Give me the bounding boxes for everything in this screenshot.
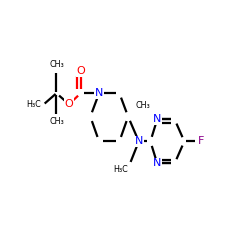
Text: O: O [65, 99, 74, 109]
Text: H₃C: H₃C [113, 165, 128, 174]
Text: CH₃: CH₃ [49, 118, 64, 126]
Text: F: F [198, 136, 204, 146]
Text: H₃C: H₃C [26, 100, 41, 109]
Text: O: O [76, 66, 85, 76]
Text: N: N [153, 114, 162, 124]
Text: N: N [134, 136, 143, 146]
Text: N: N [95, 88, 103, 98]
Text: CH₃: CH₃ [136, 101, 150, 110]
Text: N: N [153, 158, 162, 168]
Text: CH₃: CH₃ [49, 60, 64, 69]
